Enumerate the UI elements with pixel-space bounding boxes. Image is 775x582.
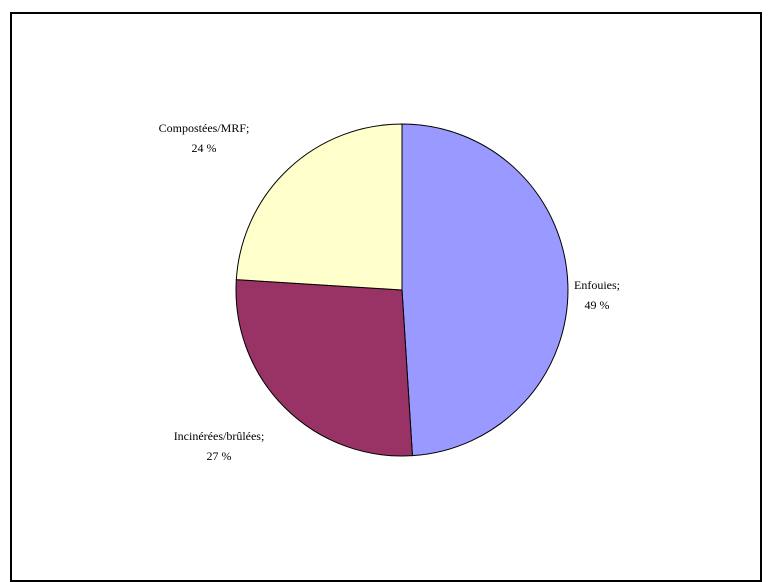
pie-chart: Enfouies; 49 % Incinérées/brûlées; 27 % … xyxy=(159,121,620,463)
data-labels: Enfouies; 49 % Incinérées/brûlées; 27 % … xyxy=(159,121,620,463)
pie-slice-compostees-mrf xyxy=(235,123,403,291)
pie-slice-enfouies xyxy=(401,123,569,457)
pie-slice-incinerees-brulees xyxy=(235,279,413,457)
chart-area: Enfouies; 49 % Incinérées/brûlées; 27 % … xyxy=(10,12,762,582)
data-label-enfouies-name: Enfouies; xyxy=(574,278,620,292)
data-label-incinerees-value: 27 % xyxy=(207,449,232,463)
data-label-incinerees-name: Incinérées/brûlées; xyxy=(174,429,265,443)
data-label-enfouies-value: 49 % xyxy=(585,298,610,312)
data-label-compostees-name: Compostées/MRF; xyxy=(159,121,250,135)
data-label-compostees-value: 24 % xyxy=(192,141,217,155)
pie-slices xyxy=(235,123,569,457)
